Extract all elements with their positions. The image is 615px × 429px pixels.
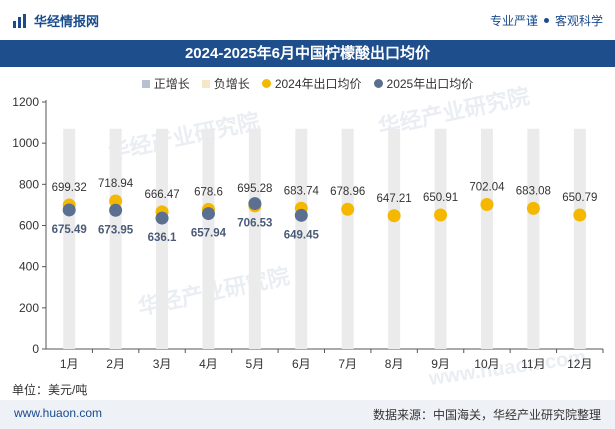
data-label-2024: 678.96 — [330, 186, 365, 198]
top-bar: 华经情报网 专业严谨 客观科学 — [0, 0, 615, 40]
background-bar — [202, 128, 215, 349]
unit-label: 单位：美元/吨 — [12, 383, 88, 397]
data-label-2025: 636.1 — [148, 232, 177, 244]
data-label-2025: 675.49 — [52, 224, 87, 236]
legend-item-2024: 2024年出口均价 — [261, 75, 362, 92]
brand-logo-icon — [13, 13, 26, 28]
x-tick-label: 5月 — [246, 357, 265, 371]
point-2024 — [109, 194, 123, 208]
data-label-2024: 650.91 — [423, 192, 458, 204]
brand-name: 华经情报网 — [34, 14, 100, 29]
x-tick-label: 9月 — [431, 357, 450, 371]
background-bar — [341, 128, 354, 349]
y-tick-label: 400 — [19, 260, 39, 274]
legend-label-positive: 正增长 — [153, 77, 190, 91]
y-tick-label: 1000 — [12, 136, 39, 150]
data-label-2024: 683.08 — [516, 185, 551, 197]
point-2025 — [155, 211, 169, 225]
watermark: www.huaon.com — [427, 346, 588, 390]
background-bar — [388, 128, 401, 349]
x-tick-label: 1月 — [60, 357, 79, 371]
background-bar — [295, 128, 308, 349]
data-label-2024: 647.21 — [377, 193, 412, 205]
slogan-b: 客观科学 — [554, 14, 603, 28]
footer: www.huaon.com 数据来源：中国海关，华经产业研究院整理 — [0, 400, 615, 429]
point-2024 — [480, 197, 494, 211]
background-bar — [527, 128, 540, 349]
legend-label-2025: 2025年出口均价 — [386, 77, 474, 91]
point-2024 — [526, 201, 540, 215]
point-2024 — [387, 209, 401, 223]
footer-source: 数据来源：中国海关，华经产业研究院整理 — [372, 408, 601, 422]
point-2025 — [62, 203, 76, 217]
chart-area: 华经产业研究院 华经产业研究院 华经产业研究院 www.huaon.com 02… — [12, 83, 604, 390]
x-tick-label: 10月 — [474, 357, 499, 371]
legend-label-2024: 2024年出口均价 — [274, 77, 362, 91]
y-tick-label: 600 — [19, 219, 39, 233]
legend-swatch-2024 — [261, 79, 271, 88]
data-label-2024: 699.32 — [52, 182, 87, 194]
point-2024 — [341, 202, 355, 216]
background-bar — [480, 128, 493, 349]
legend: 正增长 负增长 2024年出口均价 2025年出口均价 — [0, 75, 615, 92]
x-tick-label: 8月 — [385, 357, 404, 371]
slogan-dot-icon — [543, 18, 549, 23]
data-label-2024: 666.47 — [144, 189, 179, 201]
point-2024 — [434, 208, 448, 222]
data-label-2024: 718.94 — [98, 178, 134, 190]
y-tick-label: 1200 — [12, 95, 39, 109]
data-label-2025: 673.95 — [98, 224, 134, 236]
x-tick-label: 7月 — [338, 357, 357, 371]
data-label-2024: 678.6 — [194, 186, 223, 198]
legend-swatch-2025 — [373, 79, 383, 88]
x-tick-label: 11月 — [521, 357, 545, 371]
data-label-2025: 706.53 — [237, 218, 272, 230]
point-2025 — [248, 197, 262, 211]
x-tick-label: 2月 — [106, 357, 125, 371]
data-label-2024: 702.04 — [469, 181, 505, 193]
point-2024 — [573, 208, 587, 222]
point-2025 — [109, 203, 123, 217]
legend-item-2025: 2025年出口均价 — [373, 75, 474, 92]
x-tick-label: 6月 — [292, 357, 311, 371]
legend-swatch-positive — [141, 79, 150, 88]
x-tick-label: 12月 — [567, 357, 592, 371]
legend-swatch-negative — [201, 79, 210, 88]
legend-label-negative: 负增长 — [213, 77, 250, 91]
y-tick-label: 800 — [19, 177, 39, 191]
slogan-a: 专业严谨 — [489, 14, 538, 28]
background-bar — [109, 128, 122, 349]
background-bar — [248, 128, 261, 349]
background-bar — [434, 128, 447, 349]
background-bar — [63, 128, 76, 349]
y-tick-label: 200 — [19, 301, 39, 315]
legend-item-positive: 正增长 — [141, 75, 190, 92]
data-label-2024: 683.74 — [284, 185, 320, 197]
x-tick-label: 4月 — [199, 357, 218, 371]
x-tick-label: 3月 — [153, 357, 172, 371]
watermark: 华经产业研究院 — [106, 108, 262, 164]
data-label-2024: 650.79 — [562, 192, 597, 204]
data-label-2025: 657.94 — [191, 228, 227, 240]
brand[interactable]: 华经情报网 — [12, 11, 99, 30]
slogan: 专业严谨 客观科学 — [490, 12, 603, 29]
data-label-2024: 695.28 — [237, 183, 272, 195]
chart-title: 2024-2025年6月中国柠檬酸出口均价 — [0, 40, 615, 67]
data-label-2025: 649.45 — [284, 229, 320, 241]
point-2025 — [294, 208, 308, 222]
legend-item-negative: 负增长 — [201, 75, 250, 92]
background-bar — [156, 128, 169, 349]
footer-website-link[interactable]: www.huaon.com — [14, 406, 103, 420]
background-bar — [573, 128, 586, 349]
point-2025 — [201, 207, 215, 221]
y-tick-label: 0 — [32, 342, 39, 356]
